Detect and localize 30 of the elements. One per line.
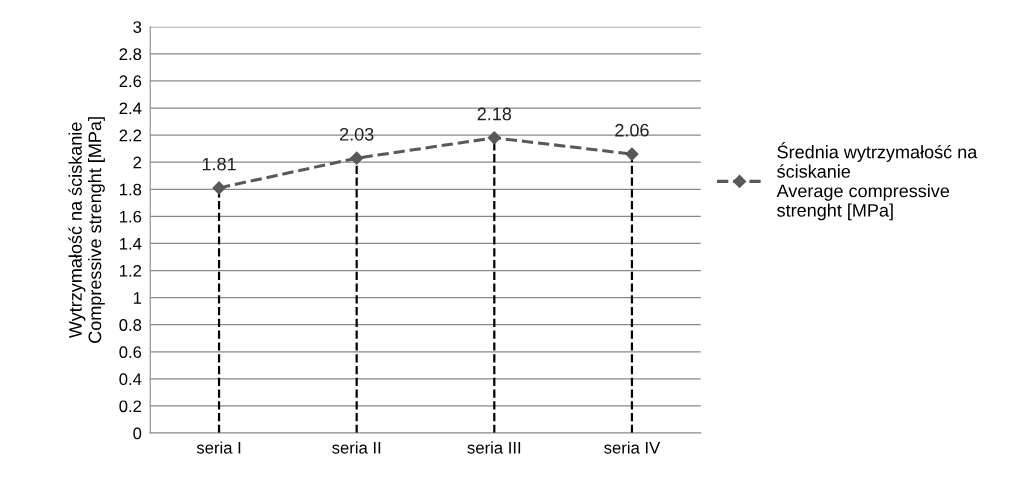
y-tick-label: 0.8 [119,319,142,331]
y-tick-label: 0.2 [119,400,142,413]
y-tick-label: 2.6 [119,75,142,88]
y-tick-label: 0.4 [119,373,142,386]
data-label: 2.18 [477,107,512,121]
y-tick-label: 0.6 [119,346,142,359]
y-tick-label: 1.8 [120,183,142,196]
point [625,147,639,161]
y-tick-label: 2.2 [119,129,142,142]
y-axis-title: Wytrzymałość na ściskanie Compressive strenght [MPa] [68,117,105,343]
x-tick-label: seria II [332,441,381,454]
y-tick-label: 1.4 [120,238,142,250]
y-tick-label: 1.6 [120,210,142,223]
x-tick-label: seria III [467,441,521,454]
data-label: 2.03 [340,127,374,141]
legend-label: Średnia wytrzymałość na ściskanie Average compressive strenght [MPa] [776,142,978,221]
point [487,131,501,145]
x-tick-label: seria I [196,441,241,454]
data-label: 2.06 [615,123,649,137]
y-tick-label: 1.2 [120,264,142,277]
y-tick-label: 0 [133,427,142,440]
y-tick-label: 2 [133,156,142,169]
y-tick-label: 2.4 [119,102,142,115]
point [212,181,226,195]
x-tick-label: seria IV [604,441,661,454]
y-tick-label: 3 [133,21,142,33]
y-tick-label: 1 [133,292,142,304]
point [350,151,364,165]
data-label: 1.81 [202,157,236,171]
y-tick-label: 2.8 [119,48,142,61]
